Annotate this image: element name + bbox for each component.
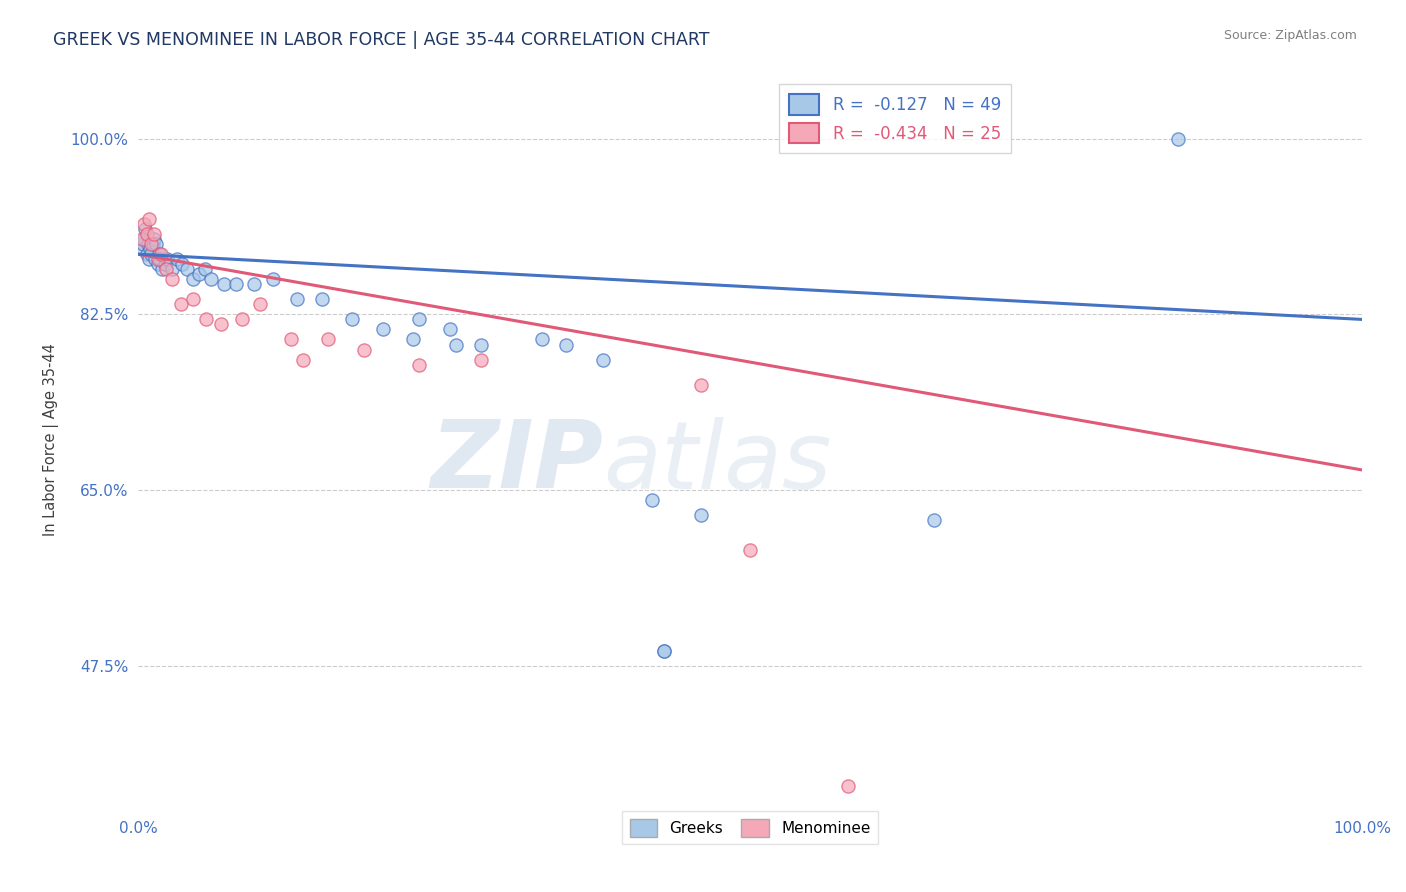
Point	[148, 247, 170, 261]
Point	[143, 252, 166, 267]
Point	[641, 493, 664, 508]
Legend: Greeks, Menominee: Greeks, Menominee	[621, 812, 879, 845]
Point	[170, 297, 193, 311]
Point	[408, 312, 430, 326]
Point	[181, 293, 204, 307]
Point	[353, 343, 375, 357]
Point	[371, 322, 394, 336]
Point	[292, 352, 315, 367]
Point	[135, 227, 157, 241]
Point	[132, 237, 155, 252]
Point	[131, 232, 153, 246]
Point	[285, 293, 308, 307]
Point	[153, 257, 176, 271]
Point	[160, 272, 183, 286]
Text: ZIP: ZIP	[430, 417, 603, 508]
Point	[837, 779, 859, 793]
Point	[141, 237, 163, 252]
Point	[188, 267, 211, 281]
Point	[132, 232, 155, 246]
Point	[738, 543, 761, 558]
Point	[156, 252, 179, 267]
Point	[150, 247, 173, 261]
Point	[1167, 132, 1189, 146]
Point	[200, 272, 222, 286]
Point	[311, 293, 333, 307]
Point	[194, 262, 217, 277]
Point	[149, 252, 172, 267]
Point	[160, 262, 183, 277]
Point	[212, 277, 235, 292]
Point	[132, 217, 155, 231]
Point	[225, 277, 247, 292]
Point	[170, 257, 193, 271]
Point	[652, 643, 675, 657]
Point	[690, 508, 713, 522]
Point	[152, 262, 174, 277]
Point	[555, 337, 578, 351]
Point	[176, 262, 198, 277]
Point	[134, 222, 156, 236]
Point	[592, 352, 614, 367]
Point	[195, 312, 218, 326]
Text: GREEK VS MENOMINEE IN LABOR FORCE | AGE 35-44 CORRELATION CHART: GREEK VS MENOMINEE IN LABOR FORCE | AGE …	[53, 31, 710, 49]
Point	[470, 352, 492, 367]
Point	[408, 358, 430, 372]
Point	[142, 232, 165, 246]
Point	[142, 227, 165, 241]
Y-axis label: In Labor Force | Age 35-44: In Labor Force | Age 35-44	[44, 343, 59, 536]
Text: Source: ZipAtlas.com: Source: ZipAtlas.com	[1223, 29, 1357, 42]
Point	[402, 333, 425, 347]
Point	[166, 252, 188, 267]
Point	[470, 337, 492, 351]
Point	[155, 262, 177, 277]
Point	[136, 237, 159, 252]
Point	[209, 318, 232, 332]
Point	[690, 377, 713, 392]
Point	[131, 242, 153, 256]
Point	[280, 333, 302, 347]
Point	[439, 322, 461, 336]
Point	[141, 247, 163, 261]
Point	[340, 312, 363, 326]
Point	[249, 297, 271, 311]
Point	[530, 333, 553, 347]
Point	[146, 252, 169, 267]
Point	[142, 237, 165, 252]
Point	[652, 643, 675, 657]
Point	[138, 252, 160, 267]
Point	[138, 212, 160, 227]
Point	[181, 272, 204, 286]
Point	[922, 513, 945, 527]
Point	[135, 247, 157, 261]
Text: atlas: atlas	[603, 417, 831, 508]
Point	[444, 337, 467, 351]
Point	[231, 312, 253, 326]
Point	[146, 257, 169, 271]
Point	[316, 333, 339, 347]
Point	[262, 272, 284, 286]
Point	[139, 242, 162, 256]
Point	[145, 237, 167, 252]
Point	[243, 277, 266, 292]
